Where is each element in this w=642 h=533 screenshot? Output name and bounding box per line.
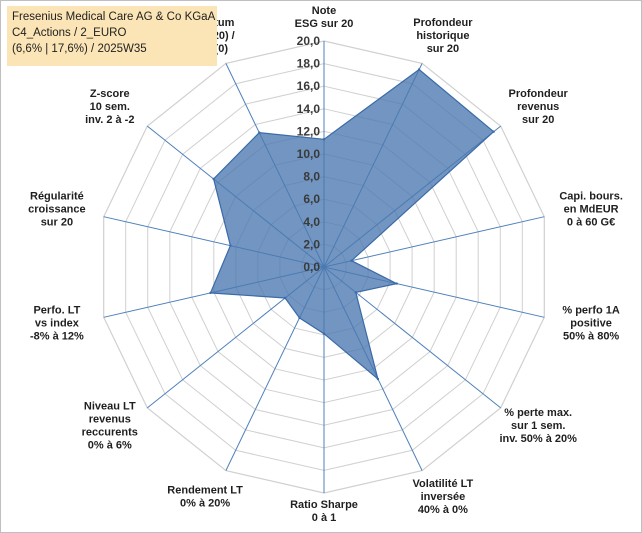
axis-label: Note ESG sur 20 xyxy=(295,5,354,30)
axis-label-line: 0 à 60 G€ xyxy=(567,217,615,229)
data-point xyxy=(354,291,357,294)
axis-label-line: croissance xyxy=(28,204,85,216)
axis-label-line: revenus xyxy=(517,101,559,113)
radial-tick-label: 14,0 xyxy=(297,102,321,116)
chart-title-box: Fresenius Medical Care AG & Co KGaA C4_A… xyxy=(7,6,217,66)
data-point xyxy=(322,138,326,141)
axis-label: Profondeur historique sur 20 xyxy=(413,17,473,55)
data-point xyxy=(283,296,287,300)
radial-tick-label: 2,0 xyxy=(303,237,320,251)
radial-tick-label: 18,0 xyxy=(297,57,321,71)
radial-tick-label: 20,0 xyxy=(297,34,321,48)
radial-tick-label: 16,0 xyxy=(297,79,321,93)
axis-label-line: Profondeur xyxy=(413,17,473,29)
axis-label: Volatilité LT inversée 40% à 0% xyxy=(413,478,474,516)
axis-label-line: reccurents xyxy=(82,427,138,439)
data-point xyxy=(229,244,232,247)
axis-label-line: -8% à 12% xyxy=(30,331,84,343)
radial-tick-label: 4,0 xyxy=(303,215,320,229)
radial-tick-label: 12,0 xyxy=(297,124,321,138)
axis-label-line: historique xyxy=(416,30,469,42)
radial-tick-label: 10,0 xyxy=(297,147,321,161)
axis-label-line: sur 20 xyxy=(41,217,73,229)
axis-label-line: en MdEUR xyxy=(564,204,619,216)
axis-label-line: inversée xyxy=(421,491,466,503)
axis-label: Niveau LT revenus reccurents 0% à 6% xyxy=(82,401,138,452)
axis-label-line: sur 1 sem. xyxy=(511,420,565,432)
axis-label-line: 0 à 1 xyxy=(312,512,336,524)
data-point xyxy=(258,131,261,134)
axis-label-line: 0% à 6% xyxy=(88,440,132,452)
axis-label-line: Rendement LT xyxy=(167,485,243,497)
axis-label: Capi. bours. en MdEUR 0 à 60 G€ xyxy=(559,191,623,229)
axis-label: Rendement LT 0% à 20% xyxy=(167,485,243,510)
radial-tick-label: 8,0 xyxy=(303,170,320,184)
axis-label-line: Ratio Sharpe xyxy=(290,499,358,511)
data-point xyxy=(322,332,326,335)
axis-label-line: Perfo. LT xyxy=(33,305,80,317)
axis-label-line: 10 sem. xyxy=(90,101,130,113)
data-point xyxy=(212,177,215,181)
axis-label-line: Régularité xyxy=(30,191,84,203)
data-point xyxy=(298,316,301,320)
axis-label-line: Volatilité LT xyxy=(413,478,474,490)
axis-label: % perfo 1A positive 50% à 80% xyxy=(562,305,620,343)
axis-label-line: ESG sur 20 xyxy=(295,18,354,30)
data-point xyxy=(395,282,398,285)
axis-label-line: sur 20 xyxy=(522,114,554,126)
radial-tick-label: 0,0 xyxy=(303,260,320,274)
axis-label-line: Note xyxy=(312,5,336,17)
axis-label-line: positive xyxy=(570,318,612,330)
axis-label-line: Z-score xyxy=(90,88,130,100)
axis-label-line: revenus xyxy=(89,414,131,426)
axis-label-line: vs index xyxy=(35,318,80,330)
axis-label: Z-score 10 sem. inv. 2 à -2 xyxy=(85,88,134,126)
data-point xyxy=(492,130,495,133)
axis-label-line: 0% à 20% xyxy=(180,498,230,510)
axis-label-line: inv. 50% à 20% xyxy=(499,433,577,445)
axis-spoke xyxy=(323,216,545,268)
axis-label-line: Profondeur xyxy=(509,88,569,100)
axis-label-line: % perte max. xyxy=(504,407,572,419)
axis-label: Perfo. LT vs index -8% à 12% xyxy=(30,305,84,343)
axis-label-line: sur 20 xyxy=(427,43,459,55)
data-point xyxy=(350,259,353,262)
chart-title-company: Fresenius Medical Care AG & Co KGaA xyxy=(12,11,216,23)
axis-label-line: Capi. bours. xyxy=(559,191,623,203)
radial-tick-label: 6,0 xyxy=(303,192,320,206)
data-point xyxy=(376,377,380,381)
axis-label: % perte max. sur 1 sem. inv. 50% à 20% xyxy=(499,407,577,445)
axis-label: Ratio Sharpe 0 à 1 xyxy=(290,499,358,524)
radar-series xyxy=(209,68,495,381)
axis-label-line: inv. 2 à -2 xyxy=(85,114,134,126)
axis-label-line: 40% à 0% xyxy=(418,504,468,516)
axis-label: Régularité croissance sur 20 xyxy=(28,191,85,229)
axis-label-line: % perfo 1A xyxy=(562,305,620,317)
axis-label-line: 50% à 80% xyxy=(563,331,619,343)
axis-label: Profondeur revenus sur 20 xyxy=(509,88,569,126)
series-area xyxy=(209,68,495,381)
data-point xyxy=(209,291,212,295)
radial-tick-labels: 0,0 2,0 4,0 6,0 8,0 10,0 12,0 14,0 16,0 18,0 20,0 xyxy=(297,34,321,274)
chart-title-category: C4_Actions / 2_EURO xyxy=(12,27,127,39)
chart-title-period: (6,6% | 17,6%) / 2025W35 xyxy=(12,43,147,55)
data-point xyxy=(417,68,421,71)
axis-label-line: Niveau LT xyxy=(84,401,136,413)
